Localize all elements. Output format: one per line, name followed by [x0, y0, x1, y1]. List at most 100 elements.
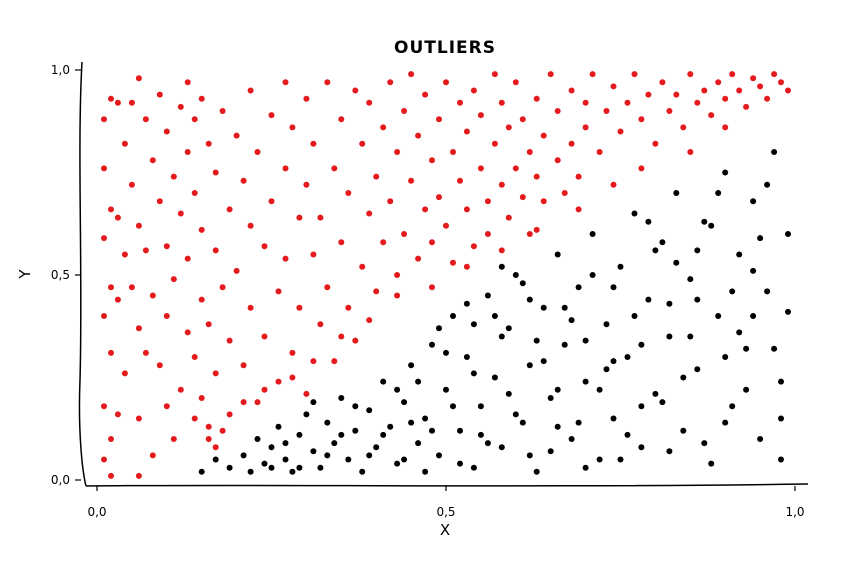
inlier-point — [505, 325, 512, 332]
outlier-point — [575, 206, 582, 213]
outlier-point — [156, 91, 163, 98]
inlier-point — [722, 169, 729, 176]
outlier-point — [526, 231, 533, 237]
outlier-point — [603, 108, 610, 114]
outlier-point — [687, 71, 694, 78]
outlier-point — [212, 370, 219, 377]
outlier-point — [101, 165, 107, 172]
inlier-point — [610, 415, 617, 422]
outlier-point — [394, 292, 401, 299]
outlier-point — [617, 128, 624, 135]
inlier-point — [575, 419, 582, 426]
outlier-point — [429, 284, 435, 291]
outlier-point — [296, 214, 303, 221]
inlier-point — [450, 313, 456, 319]
inlier-point — [596, 386, 603, 393]
outlier-point — [149, 157, 156, 164]
inlier-point — [547, 448, 554, 455]
inlier-point — [296, 431, 303, 438]
inlier-point — [540, 358, 547, 365]
scatter-points — [101, 71, 791, 479]
inlier-point — [631, 210, 638, 217]
outlier-point — [303, 181, 310, 188]
inlier-point — [750, 198, 757, 205]
inlier-point — [261, 460, 268, 467]
inlier-point — [659, 239, 666, 246]
outlier-point — [457, 177, 463, 184]
inlier-point — [610, 284, 617, 291]
outlier-point — [184, 149, 191, 155]
inlier-point — [352, 403, 359, 410]
inlier-point — [687, 276, 694, 283]
outlier-point — [247, 304, 254, 311]
x-tick-label: 0,5 — [436, 505, 455, 519]
outlier-point — [324, 79, 331, 86]
outlier-point — [484, 198, 491, 205]
inlier-point — [708, 222, 715, 229]
outlier-point — [491, 71, 498, 78]
inlier-point — [701, 440, 708, 447]
outlier-point — [233, 267, 240, 274]
inlier-point — [722, 354, 729, 360]
outlier-point — [638, 165, 645, 172]
inlier-point — [568, 436, 575, 442]
outlier-point — [596, 149, 603, 155]
outlier-point — [519, 194, 526, 201]
inlier-point — [408, 362, 415, 369]
outlier-point — [436, 116, 442, 123]
outlier-point — [121, 251, 128, 258]
outlier-point — [373, 173, 380, 180]
inlier-point — [764, 181, 771, 188]
outlier-point — [477, 165, 484, 172]
outlier-point — [366, 99, 373, 106]
outlier-point — [666, 108, 673, 114]
outlier-point — [394, 272, 401, 278]
inlier-point — [512, 411, 519, 418]
inlier-point — [694, 296, 701, 303]
outlier-point — [170, 276, 177, 283]
outlier-point — [366, 317, 373, 324]
outlier-point — [121, 370, 128, 377]
inlier-point — [589, 272, 596, 278]
inlier-point — [470, 464, 477, 471]
inlier-point — [582, 337, 589, 344]
inlier-point — [561, 341, 568, 348]
inlier-point — [526, 362, 533, 369]
x-axis-label: X — [440, 521, 450, 539]
inlier-point — [505, 390, 512, 397]
outlier-point — [114, 99, 121, 106]
outlier-point — [191, 415, 198, 422]
inlier-point — [491, 374, 498, 381]
outlier-point — [261, 333, 268, 340]
inlier-point — [694, 247, 701, 254]
outlier-point — [436, 194, 442, 201]
outlier-point — [135, 222, 142, 229]
inlier-point — [771, 149, 778, 155]
outlier-point — [582, 99, 589, 106]
outlier-point — [512, 79, 519, 86]
inlier-point — [457, 460, 463, 467]
inlier-point — [338, 395, 345, 401]
outlier-point — [149, 292, 156, 299]
inlier-point — [387, 423, 394, 430]
inlier-point — [652, 247, 659, 254]
outlier-point — [470, 87, 477, 94]
outlier-point — [156, 362, 163, 369]
inlier-point — [610, 358, 617, 365]
inlier-point — [366, 407, 373, 414]
inlier-point — [268, 444, 275, 451]
inlier-point — [645, 296, 652, 303]
outlier-point — [114, 296, 121, 303]
inlier-point — [282, 440, 289, 447]
outlier-point — [659, 79, 666, 86]
inlier-point — [554, 251, 561, 258]
outlier-point — [505, 124, 512, 131]
inlier-point — [582, 378, 589, 385]
inlier-point — [498, 263, 505, 270]
inlier-point — [324, 452, 331, 459]
inlier-point — [673, 190, 680, 196]
inlier-point — [736, 251, 743, 258]
outlier-point — [310, 251, 317, 258]
outlier-point — [108, 284, 114, 291]
outlier-point — [149, 452, 156, 459]
